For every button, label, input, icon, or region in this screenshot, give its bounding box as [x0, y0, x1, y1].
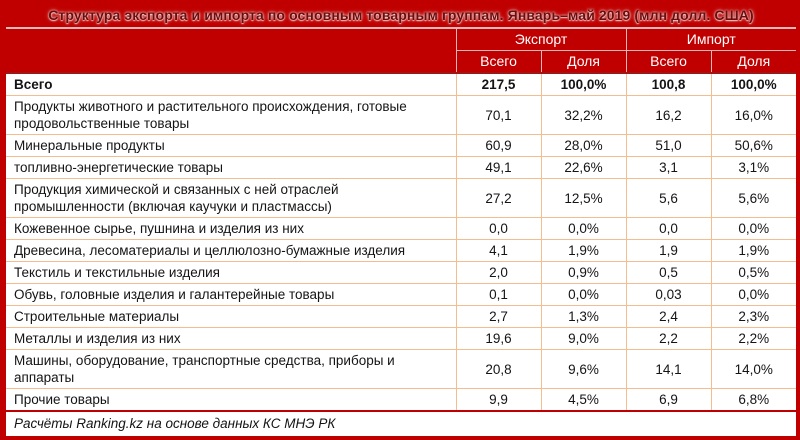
row-label: Продукты животного и растительного проис…: [6, 95, 457, 135]
cell-export-total: 4,1: [455, 239, 542, 262]
row-label: Минеральные продукты: [6, 134, 457, 157]
row-label: Текстиль и текстильные изделия: [6, 261, 457, 284]
row-label: Всего: [6, 72, 457, 96]
page-title: Структура экспорта и импорта по основным…: [6, 4, 797, 29]
header-corner-cell: [6, 28, 457, 73]
cell-export-share: 28,0%: [540, 134, 627, 157]
cell-export-share: 22,6%: [540, 156, 627, 179]
cell-export-total: 49,1: [455, 156, 542, 179]
table-row: Строительные материалы 2,7 1,3% 2,4 2,3%: [6, 305, 797, 328]
cell-import-share: 100,0%: [710, 72, 797, 96]
row-label: Древесина, лесоматериалы и целлюлозно-бу…: [6, 239, 457, 262]
table-row: Текстиль и текстильные изделия 2,0 0,9% …: [6, 261, 797, 284]
row-label: Металлы и изделия из них: [6, 327, 457, 350]
table-row: Минеральные продукты 60,9 28,0% 51,0 50,…: [6, 134, 797, 157]
cell-export-share: 0,0%: [540, 283, 627, 306]
cell-export-share: 1,3%: [540, 305, 627, 328]
cell-import-total: 0,03: [625, 283, 712, 306]
cell-import-share: 5,6%: [710, 178, 797, 218]
cell-export-total: 0,0: [455, 217, 542, 240]
cell-import-share: 14,0%: [710, 349, 797, 389]
cell-import-share: 2,2%: [710, 327, 797, 350]
row-label: Прочие товары: [6, 388, 457, 412]
col-header-import-total: Всего: [625, 50, 711, 73]
cell-import-total: 2,2: [625, 327, 712, 350]
cell-import-total: 2,4: [625, 305, 712, 328]
source-row: Расчёты Ranking.kz на основе данных КС М…: [6, 410, 797, 436]
cell-export-total: 60,9: [455, 134, 542, 157]
cell-export-total: 70,1: [455, 95, 542, 135]
table-row: Продукция химической и связанных с ней о…: [6, 178, 797, 218]
cell-import-total: 1,9: [625, 239, 712, 262]
cell-import-share: 0,0%: [710, 283, 797, 306]
col-header-export: Экспорт: [455, 28, 626, 51]
col-header-import-share: Доля: [710, 50, 797, 73]
table-row: Кожевенное сырье, пушнина и изделия из н…: [6, 217, 797, 240]
cell-import-total: 6,9: [625, 388, 712, 412]
data-table: Структура экспорта и импорта по основным…: [6, 4, 797, 436]
col-header-export-total: Всего: [455, 50, 541, 73]
cell-import-total: 5,6: [625, 178, 712, 218]
table-row-total: Всего 217,5 100,0% 100,8 100,0%: [6, 72, 797, 96]
row-label: Строительные материалы: [6, 305, 457, 328]
header-group-row: Экспорт Импорт: [6, 28, 797, 73]
row-label: Обувь, головные изделия и галантерейные …: [6, 283, 457, 306]
cell-export-share: 9,0%: [540, 327, 627, 350]
cell-import-total: 16,2: [625, 95, 712, 135]
table-row: Прочие товары 9,9 4,5% 6,9 6,8%: [6, 388, 797, 412]
header-sub-row: Всего Доля Всего Доля: [6, 50, 797, 73]
col-header-export-share: Доля: [540, 50, 626, 73]
cell-export-total: 2,0: [455, 261, 542, 284]
source-note: Расчёты Ranking.kz на основе данных КС М…: [6, 410, 797, 436]
row-label: Машины, оборудование, транспортные средс…: [6, 349, 457, 389]
table-row: Древесина, лесоматериалы и целлюлозно-бу…: [6, 239, 797, 262]
cell-export-share: 0,0%: [540, 217, 627, 240]
cell-export-share: 12,5%: [540, 178, 627, 218]
cell-export-total: 217,5: [455, 72, 542, 96]
cell-import-share: 0,0%: [710, 217, 797, 240]
cell-export-share: 9,6%: [540, 349, 627, 389]
table-row: Машины, оборудование, транспортные средс…: [6, 349, 797, 389]
table-row: Металлы и изделия из них 19,6 9,0% 2,2 2…: [6, 327, 797, 350]
cell-import-total: 0,0: [625, 217, 712, 240]
cell-import-total: 51,0: [625, 134, 712, 157]
table-row: Обувь, головные изделия и галантерейные …: [6, 283, 797, 306]
cell-import-total: 100,8: [625, 72, 712, 96]
cell-import-total: 3,1: [625, 156, 712, 179]
title-row: Структура экспорта и импорта по основным…: [6, 4, 797, 29]
col-header-import: Импорт: [625, 28, 797, 51]
row-label: Продукция химической и связанных с ней о…: [6, 178, 457, 218]
table-row: топливно-энергетические товары 49,1 22,6…: [6, 156, 797, 179]
cell-export-total: 2,7: [455, 305, 542, 328]
cell-export-total: 27,2: [455, 178, 542, 218]
cell-import-share: 1,9%: [710, 239, 797, 262]
cell-import-share: 6,8%: [710, 388, 797, 412]
row-label: топливно-энергетические товары: [6, 156, 457, 179]
cell-export-total: 20,8: [455, 349, 542, 389]
cell-import-total: 0,5: [625, 261, 712, 284]
cell-export-share: 32,2%: [540, 95, 627, 135]
cell-export-share: 100,0%: [540, 72, 627, 96]
cell-export-total: 9,9: [455, 388, 542, 412]
cell-export-total: 19,6: [455, 327, 542, 350]
table-row: Продукты животного и растительного проис…: [6, 95, 797, 135]
cell-export-share: 0,9%: [540, 261, 627, 284]
cell-import-share: 16,0%: [710, 95, 797, 135]
row-label: Кожевенное сырье, пушнина и изделия из н…: [6, 217, 457, 240]
cell-import-share: 0,5%: [710, 261, 797, 284]
cell-export-total: 0,1: [455, 283, 542, 306]
cell-import-total: 14,1: [625, 349, 712, 389]
cell-import-share: 3,1%: [710, 156, 797, 179]
cell-export-share: 4,5%: [540, 388, 627, 412]
cell-import-share: 50,6%: [710, 134, 797, 157]
cell-import-share: 2,3%: [710, 305, 797, 328]
cell-export-share: 1,9%: [540, 239, 627, 262]
